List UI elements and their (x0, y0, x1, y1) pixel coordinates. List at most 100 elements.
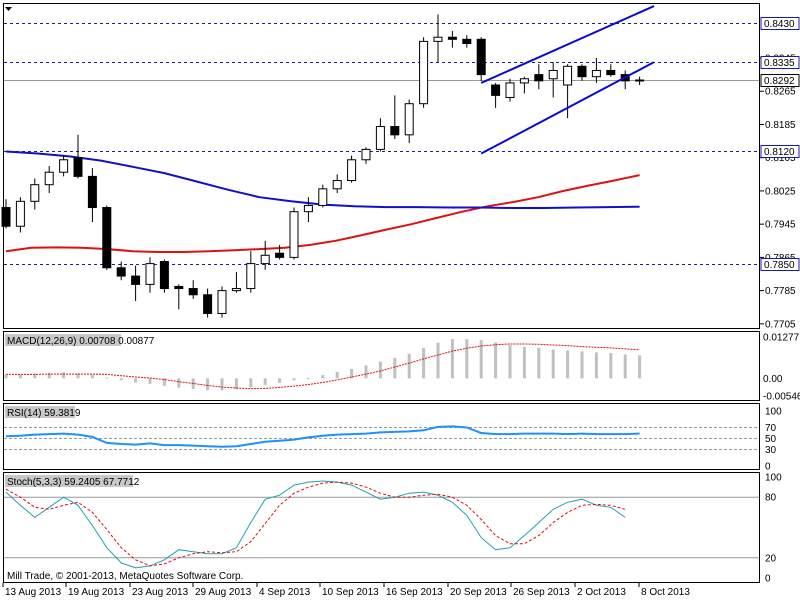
candle-body (159, 261, 169, 290)
stoch-title: Stoch(5,3,3) 59.2405 67.7712 (7, 477, 140, 488)
stoch-main-line (5, 480, 626, 569)
macd-bar-10 (148, 378, 152, 384)
candle-body (476, 38, 486, 76)
channel-line-1 (480, 61, 655, 155)
candle-5 (73, 134, 83, 179)
macd-bar-21 (306, 378, 310, 380)
candle-body (15, 200, 25, 227)
macd-bar-20 (292, 378, 296, 381)
rsi-line (5, 425, 640, 448)
rsi-y-label-3: 30 (765, 445, 777, 456)
stoch-y-label-2: 20 (765, 553, 777, 564)
macd-bar-37 (537, 347, 541, 379)
candle-24 (347, 155, 357, 183)
candle-41 (591, 58, 601, 83)
channel-line-0 (480, 5, 655, 84)
macd-bar-15 (220, 378, 224, 391)
current-price-label: 0.8292 (764, 76, 795, 87)
candle-2 (30, 178, 40, 210)
candle-body (491, 84, 501, 96)
x-label-2: 23 Aug 2013 (132, 587, 189, 598)
stoch-panel-frame (3, 472, 760, 583)
panel-frames (3, 3, 760, 583)
candle-body (30, 184, 40, 202)
candle-0 (1, 199, 11, 229)
macd-bar-23 (335, 371, 339, 379)
price-y-tick-label-5: 0.7945 (765, 220, 796, 231)
candle-7 (102, 205, 112, 270)
macd-bar-24 (350, 368, 354, 379)
macd-bar-32 (465, 339, 469, 379)
macd-title-bg (5, 334, 121, 346)
rsi-panel-frame (3, 403, 760, 470)
candle-44 (635, 76, 645, 85)
macd-bar-7 (105, 377, 109, 379)
rsi-y-label-4: 0 (765, 462, 771, 473)
macd-bar-39 (566, 350, 570, 379)
macd-y-label-0: 0.01277 (763, 333, 800, 344)
candle-body (246, 263, 256, 290)
macd-bar-2 (33, 373, 37, 379)
candle-body (87, 175, 97, 209)
candle-29 (419, 37, 429, 108)
candle-body (116, 267, 126, 277)
macd-y-label-2: -0.00546 (763, 392, 800, 403)
candle-16 (231, 271, 241, 293)
candle-8 (116, 261, 126, 281)
chart-menu-triangle-icon[interactable] (5, 7, 12, 11)
candle-15 (217, 286, 227, 318)
candle-40 (577, 64, 587, 81)
macd-bar-18 (263, 378, 267, 385)
candle-35 (505, 78, 515, 102)
candle-19 (275, 244, 285, 260)
price-level-label-2: 0.8120 (764, 147, 795, 158)
stoch-signal-line (5, 481, 626, 567)
x-label-3: 29 Aug 2013 (195, 587, 252, 598)
price-y-tick-label-7: 0.7785 (765, 286, 796, 297)
macd-bar-36 (522, 346, 526, 379)
candle-42 (606, 64, 616, 77)
stoch-panel: 100 80 20 0 (4, 473, 782, 585)
candle-body (1, 207, 11, 227)
price-y-tick-label-1: 0.8265 (765, 87, 796, 98)
candle-body (519, 78, 529, 84)
candle-body (332, 180, 342, 190)
candle-3 (44, 166, 54, 193)
candle-body (174, 285, 184, 290)
candle-body (203, 294, 213, 314)
candle-20 (289, 207, 299, 260)
candle-body (390, 126, 400, 136)
candle-14 (203, 288, 213, 318)
copyright-text: Mill Trade, © 2001-2013, MetaQuotes Soft… (7, 571, 243, 582)
candle-12 (174, 284, 184, 310)
macd-bar-6 (90, 374, 94, 379)
candle-body (563, 65, 573, 86)
candle-27 (390, 95, 400, 139)
macd-bar-17 (249, 378, 253, 388)
rsi-y-label-1: 70 (765, 423, 777, 434)
candle-body (289, 211, 299, 258)
x-label-7: 20 Sep 2013 (450, 587, 507, 598)
current-price-label-box (760, 74, 800, 87)
candle-body (361, 148, 371, 161)
macd-bar-30 (436, 342, 440, 379)
x-label-0: 13 Aug 2013 (5, 587, 62, 598)
candle-13 (188, 280, 198, 299)
candle-body (447, 36, 457, 40)
candle-36 (519, 76, 529, 94)
x-label-1: 19 Aug 2013 (68, 587, 125, 598)
candle-body (260, 254, 270, 265)
macd-bar-43 (623, 354, 627, 379)
stoch-y-label-1: 80 (765, 493, 777, 504)
candle-body (145, 263, 155, 285)
candle-22 (318, 184, 328, 208)
candle-38 (548, 62, 558, 98)
x-label-6: 16 Sep 2013 (386, 587, 443, 598)
candle-body (462, 38, 472, 44)
macd-bar-8 (119, 378, 123, 381)
candle-4 (59, 155, 69, 177)
macd-bar-31 (450, 339, 454, 379)
candle-body (44, 171, 54, 186)
candle-1 (15, 197, 25, 233)
candle-30 (433, 14, 443, 63)
